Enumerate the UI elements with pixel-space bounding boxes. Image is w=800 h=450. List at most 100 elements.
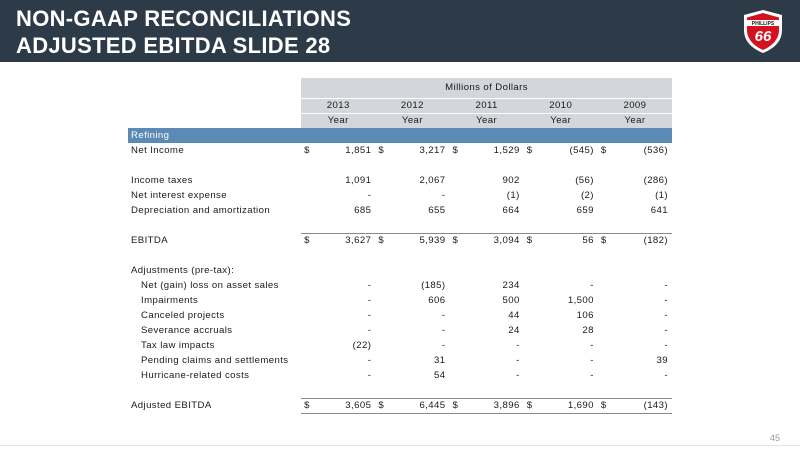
- phillips66-logo-icon: PHILLIPS 66: [744, 10, 782, 53]
- table-cell: (545): [569, 145, 594, 156]
- row-label: Canceled projects: [141, 310, 225, 321]
- currency-symbol: $: [375, 397, 387, 414]
- slide-title-line-1: NON-GAAP RECONCILIATIONS: [16, 6, 352, 31]
- logo-number: 66: [755, 28, 772, 45]
- period-header: Year: [449, 112, 524, 128]
- table-cell: (185): [421, 280, 446, 291]
- currency-symbol: $: [449, 232, 461, 248]
- table-row: Net interest expense - - (1) (2) (1): [128, 188, 672, 203]
- table-cell: -: [441, 340, 446, 351]
- period-header: Year: [523, 112, 598, 128]
- table-row: Depreciation and amortization 685 655 66…: [128, 203, 672, 218]
- table-cell: 56: [534, 232, 598, 248]
- table-cell: 106: [576, 310, 594, 321]
- table-row: Income taxes 1,091 2,067 902 (56) (286): [128, 173, 672, 188]
- period-header: Year: [375, 112, 450, 128]
- table-cell: -: [441, 310, 446, 321]
- table-cell: 500: [502, 295, 520, 306]
- table-cell: 3,896: [460, 397, 524, 414]
- table-cell: -: [441, 190, 446, 201]
- table-cell: (56): [575, 175, 594, 186]
- table-cell: 606: [428, 295, 446, 306]
- year-header: 2012: [375, 97, 450, 113]
- table-cell: (1): [655, 190, 668, 201]
- table-cell: -: [367, 280, 372, 291]
- currency-symbol: $: [301, 397, 312, 414]
- table-cell: -: [590, 280, 594, 291]
- segment-row: Refining: [128, 128, 302, 143]
- table-cell: 664: [502, 205, 520, 216]
- currency-symbol: $: [526, 145, 533, 156]
- table-cell: -: [516, 340, 520, 351]
- table-cell: -: [590, 355, 594, 366]
- table-row: Adjustments (pre-tax):: [128, 263, 672, 278]
- currency-symbol: $: [304, 145, 310, 156]
- row-label: EBITDA: [131, 235, 169, 246]
- table-cell: (2): [580, 190, 594, 201]
- table-cell: (182): [608, 232, 672, 248]
- row-label: Income taxes: [131, 175, 193, 186]
- table-cell: 1,690: [534, 397, 598, 414]
- table-cell: 24: [508, 325, 520, 336]
- table-cell: -: [367, 190, 372, 201]
- year-header: 2009: [597, 97, 672, 113]
- table-cell: -: [664, 295, 668, 306]
- currency-symbol: $: [597, 232, 609, 248]
- table-cell: -: [664, 340, 668, 351]
- table-cell: 1,500: [567, 295, 594, 306]
- table-cell: -: [590, 370, 594, 381]
- year-header: 2010: [523, 97, 598, 113]
- year-header: 2013: [301, 97, 376, 113]
- table-cell: -: [367, 310, 372, 321]
- table-cell: -: [441, 325, 446, 336]
- table-cell: -: [367, 370, 372, 381]
- ebitda-reconciliation-table: Millions of Dollars 2013 2012 2011 2010 …: [128, 78, 672, 414]
- row-label: Depreciation and amortization: [131, 205, 271, 216]
- table-cell: 1,091: [345, 175, 372, 186]
- table-cell: -: [516, 370, 520, 381]
- table-cell: -: [367, 295, 372, 306]
- table-cell: 6,445: [386, 397, 450, 414]
- table-cell: 54: [434, 370, 446, 381]
- table-cell: -: [664, 325, 668, 336]
- row-label: Impairments: [141, 295, 199, 306]
- table-cell: -: [367, 325, 372, 336]
- table-cell: 1,851: [345, 145, 372, 156]
- table-cell: (286): [643, 175, 668, 186]
- units-header: Millions of Dollars: [301, 78, 672, 98]
- table-cell: -: [590, 340, 594, 351]
- currency-symbol: $: [378, 145, 385, 156]
- period-header: Year: [597, 112, 672, 128]
- title-bar: NON-GAAP RECONCILIATIONS ADJUSTED EBITDA…: [0, 0, 800, 62]
- table-cell: 3,217: [419, 145, 446, 156]
- footer-divider: [0, 445, 800, 446]
- row-label: Hurricane-related costs: [141, 370, 250, 381]
- table-cell: 28: [582, 325, 594, 336]
- table-cell: 1,529: [493, 145, 520, 156]
- table-row: Hurricane-related costs - 54 - - -: [128, 368, 672, 383]
- row-label: Pending claims and settlements: [141, 355, 289, 366]
- table-cell: -: [664, 280, 668, 291]
- table-cell: -: [664, 310, 668, 321]
- table-cell: -: [664, 370, 668, 381]
- currency-symbol: $: [452, 145, 459, 156]
- table-cell: 3,627: [311, 232, 376, 248]
- table-cell: -: [367, 355, 372, 366]
- row-label: Net Income: [131, 145, 185, 156]
- currency-symbol: $: [597, 397, 609, 414]
- table-row: Tax law impacts (22) - - - -: [128, 338, 672, 353]
- table-cell: 3,605: [311, 397, 376, 414]
- table-cell: 3,094: [460, 232, 524, 248]
- table-cell: 39: [656, 355, 668, 366]
- table-row: EBITDA $3,627 $5,939 $3,094 $56 $ (182): [128, 232, 672, 248]
- table-cell: 685: [354, 205, 372, 216]
- table-row: Net Income $1,851 $3,217 $1,529 $ (545) $…: [128, 143, 672, 158]
- table-cell: 902: [502, 175, 520, 186]
- currency-symbol: $: [523, 397, 535, 414]
- row-label: Adjustments (pre-tax):: [131, 265, 235, 276]
- page-number: 45: [770, 433, 781, 443]
- currency-symbol: $: [301, 232, 312, 248]
- table-cell: -: [516, 355, 520, 366]
- table-cell: (536): [643, 145, 668, 156]
- table-row: Pending claims and settlements - 31 - - …: [128, 353, 672, 368]
